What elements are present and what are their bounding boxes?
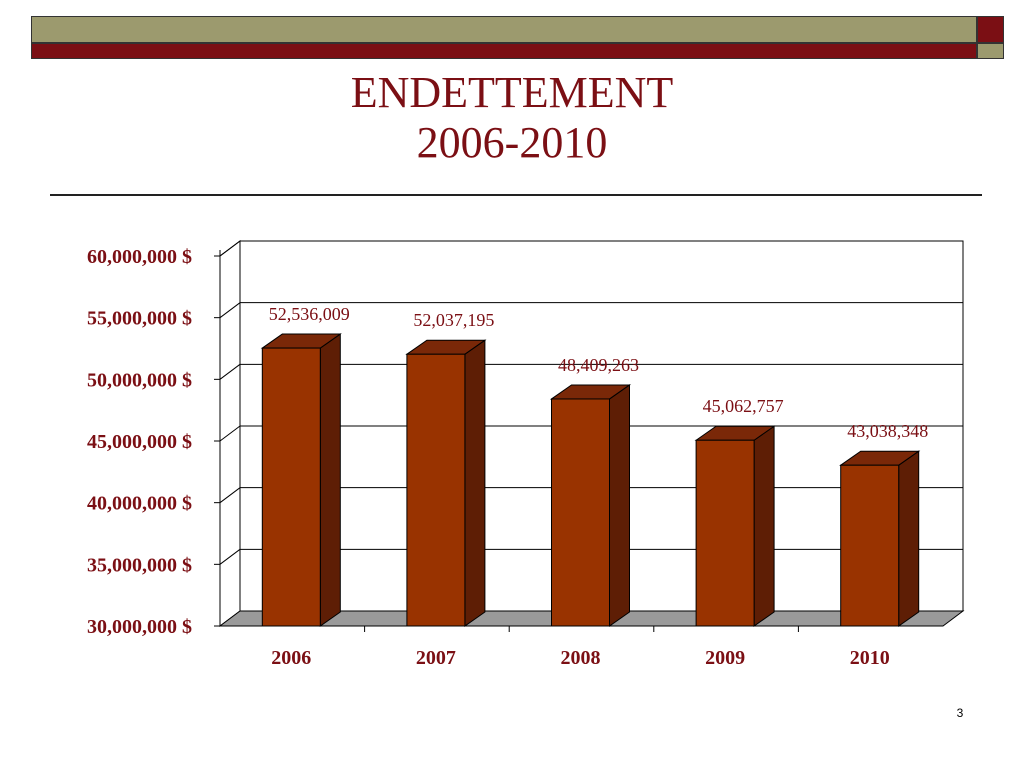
data-label: 43,038,348 [847, 421, 928, 441]
title-line-1: ENDETTEMENT [350, 68, 674, 117]
data-label: 52,536,009 [269, 304, 350, 324]
gridline-side [219, 548, 241, 565]
x-tick-label: 2010 [850, 647, 890, 669]
title-line-2: 2006-2010 [416, 118, 608, 167]
gridline-side [219, 302, 241, 319]
header-band-maroon [31, 43, 977, 59]
gridline-side [219, 425, 241, 442]
y-tick-label: 35,000,000 $ [87, 554, 192, 576]
gridline-side [219, 240, 241, 257]
bar-2006 [261, 347, 321, 627]
header-square-maroon [977, 16, 1004, 43]
debt-bar-chart: 30,000,000 $ 35,000,000 $ 40,000,000 $ 45,0… [87, 240, 965, 669]
data-label: 52,037,195 [413, 310, 494, 330]
gridline-side [219, 487, 241, 504]
bar-side-face [319, 333, 341, 627]
y-tick-label: 60,000,000 $ [87, 246, 192, 268]
bar-2010 [840, 464, 900, 627]
data-label: 45,062,757 [703, 396, 784, 416]
title-divider [50, 194, 982, 196]
header-band-olive [31, 16, 977, 43]
bar-2009 [695, 439, 755, 627]
y-tick-label: 30,000,000 $ [87, 616, 192, 638]
bar-side-face [753, 425, 775, 627]
x-tick-label: 2007 [416, 647, 456, 669]
y-tick-label: 55,000,000 $ [87, 308, 192, 330]
header-square-olive [977, 43, 1004, 59]
page-number: 3 [956, 706, 964, 720]
bar-2007 [406, 353, 466, 627]
x-tick-label: 2006 [271, 647, 311, 669]
bar-side-face [898, 450, 920, 627]
bar-side-face [609, 383, 630, 627]
y-tick-label: 45,000,000 $ [87, 431, 192, 453]
x-tick-label: 2008 [561, 647, 601, 669]
y-tick-label: 50,000,000 $ [87, 369, 192, 391]
slide-title: ENDETTEMENT 2006-2010 [0, 68, 1024, 168]
gridline-side [219, 363, 241, 380]
bar-side-face [464, 339, 486, 627]
data-label: 48,409,263 [558, 355, 639, 375]
y-tick-label: 40,000,000 $ [87, 493, 192, 515]
x-tick-label: 2009 [705, 647, 745, 669]
bar-2008 [551, 398, 610, 627]
